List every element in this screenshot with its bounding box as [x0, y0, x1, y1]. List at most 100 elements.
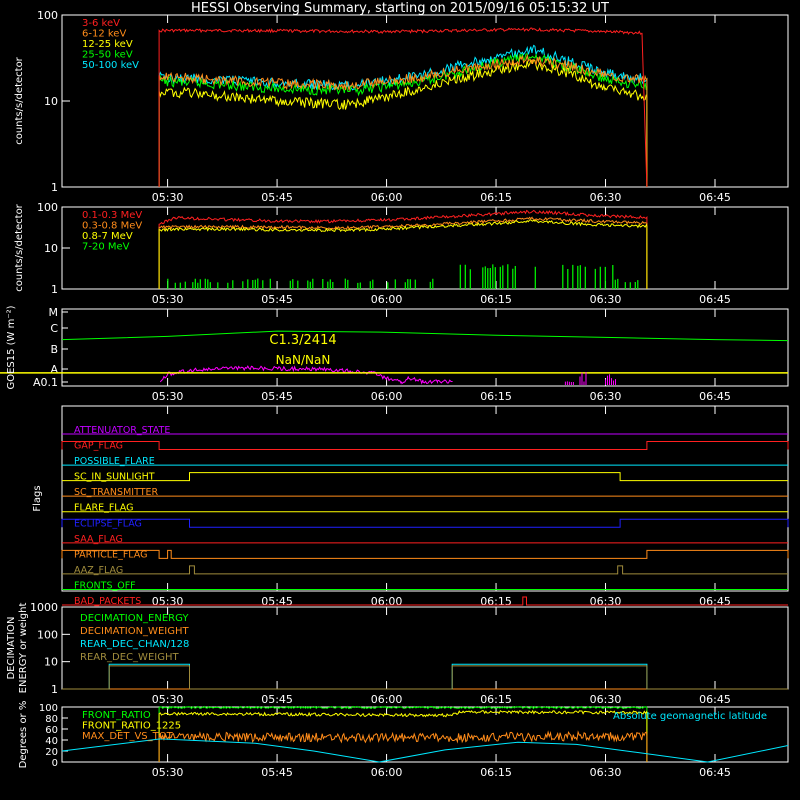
legend-50-100-kev: 50-100 keV	[82, 60, 139, 71]
flag-label-aaz-flag: AAZ_FLAG	[74, 565, 123, 576]
legend-max-det-vs-tot: MAX_DET_VS_TOT	[82, 731, 174, 742]
series-0-1-0-3-mev	[158, 209, 648, 289]
y-axis-label-3: GOES15 (W m⁻²)	[6, 305, 17, 389]
x-tick-label: 06:45	[699, 693, 731, 706]
series-goes-goes-short	[159, 365, 453, 385]
flag-line-eclipse-flag	[61, 518, 789, 528]
y-tick-label: M	[49, 306, 59, 319]
x-tick-label: 05:30	[152, 595, 184, 608]
y-tick-label: 0	[52, 758, 58, 769]
series-12-25-kev	[158, 58, 648, 187]
x-tick-label: 06:30	[590, 390, 622, 403]
x-tick-label: 06:15	[480, 191, 512, 204]
x-tick-label: 06:45	[699, 191, 731, 204]
x-tick-label: 06:00	[371, 595, 403, 608]
flag-label-possible-flare: POSSIBLE_FLARE	[74, 456, 155, 467]
y-tick-label: A	[50, 363, 58, 376]
x-tick-label: 06:00	[371, 293, 403, 306]
x-tick-label: 06:45	[699, 766, 731, 779]
series-0-3-0-8-mev	[158, 216, 648, 289]
flag-line-aaz-flag	[62, 565, 788, 575]
y-tick-label: 1	[51, 683, 58, 696]
x-tick-label: 05:45	[261, 390, 293, 403]
legend-3-6-kev: 3-6 keV	[82, 18, 120, 29]
y-axis-label-4: Flags	[32, 485, 43, 511]
series-front-ratio-1225	[158, 709, 648, 762]
legend-rear-dec-chan-128: REAR_DEC_CHAN/128	[80, 639, 189, 650]
y-tick-label: 100	[37, 201, 58, 214]
x-tick-label: 06:15	[480, 766, 512, 779]
x-tick-label: 06:00	[371, 693, 403, 706]
legend-decimation-energy: DECIMATION_ENERGY	[80, 613, 189, 624]
flag-label-fronts-off: FRONTS_OFF	[74, 580, 136, 591]
y-tick-label: 10	[44, 95, 58, 108]
flag-line-bad-packets	[62, 596, 788, 606]
legend-12-25-kev: 12-25 keV	[82, 39, 133, 50]
legend-0-8-7-mev: 0.8-7 MeV	[82, 231, 133, 242]
y-tick-label: 1	[51, 283, 58, 296]
x-tick-label: 06:15	[480, 390, 512, 403]
x-tick-label: 06:15	[480, 595, 512, 608]
x-tick-label: 06:30	[590, 595, 622, 608]
y-tick-label: 10	[44, 242, 58, 255]
x-tick-label: 06:30	[590, 766, 622, 779]
legend-front-ratio-1225: FRONT_RATIO_1225	[82, 721, 181, 732]
flag-label-eclipse-flag: ECLIPSE_FLAG	[74, 518, 142, 529]
x-tick-label: 05:45	[261, 766, 293, 779]
y-axis-label-1: counts/s/detector	[14, 56, 25, 144]
y-axis-label-5a: DECIMATION	[6, 616, 17, 679]
y-tick-label: 100	[39, 703, 58, 714]
flag-line-sc-in-sunlight	[62, 472, 788, 482]
y-tick-label: 1	[51, 181, 58, 194]
x-tick-label: 05:30	[152, 766, 184, 779]
flag-label-sc-transmitter: SC_TRANSMITTER	[74, 487, 159, 498]
y-tick-label: 80	[45, 714, 58, 725]
x-tick-label: 06:45	[699, 390, 731, 403]
x-tick-label: 05:30	[152, 293, 184, 306]
chart-title: HESSI Observing Summary, starting on 201…	[191, 1, 609, 16]
x-tick-label: 05:45	[261, 191, 293, 204]
legend-7-20-mev: 7-20 MeV	[82, 242, 130, 253]
flag-line-gap-flag	[61, 441, 789, 451]
y-axis-label-2: counts/s/detector	[14, 203, 25, 291]
panel-frame-1	[61, 14, 789, 188]
legend-0-1-0-3-mev: 0.1-0.3 MeV	[82, 210, 142, 221]
legend-front-ratio: FRONT_RATIO	[82, 710, 151, 721]
flag-label-particle-flag: PARTICLE_FLAG	[74, 549, 147, 560]
legend-25-50-kev: 25-50 keV	[82, 50, 133, 61]
x-tick-label: 05:30	[152, 191, 184, 204]
y-tick-label: 1000	[30, 601, 58, 614]
x-tick-label: 05:45	[261, 293, 293, 306]
x-tick-label: 06:30	[590, 693, 622, 706]
series-goes-goes-long	[61, 330, 789, 342]
flag-label-attenuator-state: ATTENUATOR_STATE	[74, 425, 170, 436]
flag-label-saa-flag: SAA_FLAG	[74, 534, 123, 545]
panel-frame-3	[61, 308, 789, 387]
y-tick-label: C	[50, 322, 58, 335]
y-tick-label: 20	[45, 747, 58, 758]
y-tick-label: B	[50, 343, 58, 356]
y-tick-label: 40	[45, 736, 58, 747]
goes-annotation-nan: NaN/NaN	[276, 353, 331, 367]
series-absolute-geomagnetic-latitude	[61, 738, 789, 763]
y-tick-label: 10	[44, 656, 58, 669]
y-tick-label: 100	[37, 628, 58, 641]
x-tick-label: 05:45	[261, 595, 293, 608]
series-0-8-7-mev	[158, 219, 648, 289]
y-axis-label-5b: ENERGY or weight	[18, 603, 29, 694]
x-tick-label: 06:30	[590, 191, 622, 204]
y-tick-label: 60	[45, 725, 58, 736]
series-6-12-kev	[158, 53, 648, 187]
panel-frame-2	[61, 206, 789, 290]
x-tick-label: 05:30	[152, 693, 184, 706]
series-max-det-vs-tot	[158, 730, 648, 762]
series-rear-dec-chan-128	[62, 663, 788, 690]
series-front-ratio	[158, 705, 648, 762]
flag-label-bad-packets: BAD_PACKETS	[74, 596, 141, 607]
panel-frame-6	[61, 706, 789, 763]
panel-frame-4	[61, 405, 789, 592]
x-tick-label: 06:15	[480, 693, 512, 706]
series-goes-short-bursts	[564, 372, 617, 385]
series-7-20-mev	[167, 264, 639, 289]
y-tick-label: A0.1	[33, 376, 58, 389]
